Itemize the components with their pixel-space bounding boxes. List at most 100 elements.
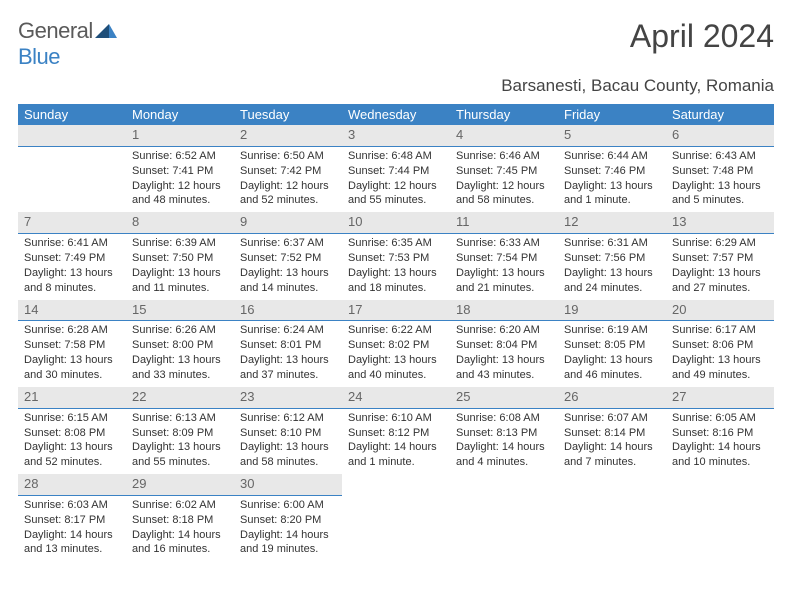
day-sunset: Sunset: 7:49 PM [24, 251, 120, 266]
day-daylight2: and 18 minutes. [348, 281, 444, 296]
day-details: Sunrise: 6:33 AMSunset: 7:54 PMDaylight:… [450, 234, 558, 299]
calendar-cell: 21Sunrise: 6:15 AMSunset: 8:08 PMDayligh… [18, 387, 126, 474]
calendar-cell [18, 125, 126, 212]
day-sunset: Sunset: 8:18 PM [132, 513, 228, 528]
calendar-cell: 27Sunrise: 6:05 AMSunset: 8:16 PMDayligh… [666, 387, 774, 474]
day-daylight1: Daylight: 14 hours [132, 528, 228, 543]
day-sunrise: Sunrise: 6:07 AM [564, 411, 660, 426]
calendar-cell [666, 474, 774, 561]
day-details: Sunrise: 6:22 AMSunset: 8:02 PMDaylight:… [342, 321, 450, 386]
day-number: 17 [342, 300, 450, 321]
day-sunset: Sunset: 8:13 PM [456, 426, 552, 441]
day-sunrise: Sunrise: 6:24 AM [240, 323, 336, 338]
day-sunrise: Sunrise: 6:17 AM [672, 323, 768, 338]
day-daylight1: Daylight: 13 hours [672, 266, 768, 281]
calendar-cell: 7Sunrise: 6:41 AMSunset: 7:49 PMDaylight… [18, 212, 126, 299]
calendar-cell: 18Sunrise: 6:20 AMSunset: 8:04 PMDayligh… [450, 300, 558, 387]
day-daylight2: and 52 minutes. [24, 455, 120, 470]
day-daylight2: and 14 minutes. [240, 281, 336, 296]
day-number: 4 [450, 125, 558, 146]
logo-word-2: Blue [18, 44, 60, 69]
day-sunset: Sunset: 8:08 PM [24, 426, 120, 441]
day-sunset: Sunset: 7:50 PM [132, 251, 228, 266]
day-sunrise: Sunrise: 6:19 AM [564, 323, 660, 338]
calendar-cell: 22Sunrise: 6:13 AMSunset: 8:09 PMDayligh… [126, 387, 234, 474]
day-daylight2: and 58 minutes. [240, 455, 336, 470]
day-details: Sunrise: 6:10 AMSunset: 8:12 PMDaylight:… [342, 409, 450, 474]
day-details: Sunrise: 6:44 AMSunset: 7:46 PMDaylight:… [558, 147, 666, 212]
day-number: 27 [666, 387, 774, 408]
calendar-cell: 3Sunrise: 6:48 AMSunset: 7:44 PMDaylight… [342, 125, 450, 212]
weekday-header: Saturday [666, 104, 774, 125]
day-daylight1: Daylight: 13 hours [672, 353, 768, 368]
day-daylight2: and 48 minutes. [132, 193, 228, 208]
calendar-cell: 19Sunrise: 6:19 AMSunset: 8:05 PMDayligh… [558, 300, 666, 387]
day-number: 30 [234, 474, 342, 495]
day-number: 18 [450, 300, 558, 321]
day-daylight2: and 49 minutes. [672, 368, 768, 383]
day-number: 3 [342, 125, 450, 146]
day-sunset: Sunset: 7:41 PM [132, 164, 228, 179]
day-daylight1: Daylight: 13 hours [348, 353, 444, 368]
day-details: Sunrise: 6:08 AMSunset: 8:13 PMDaylight:… [450, 409, 558, 474]
calendar-week-row: 14Sunrise: 6:28 AMSunset: 7:58 PMDayligh… [18, 300, 774, 387]
day-daylight2: and 11 minutes. [132, 281, 228, 296]
day-sunset: Sunset: 8:06 PM [672, 338, 768, 353]
day-daylight2: and 33 minutes. [132, 368, 228, 383]
day-daylight2: and 24 minutes. [564, 281, 660, 296]
day-daylight2: and 55 minutes. [132, 455, 228, 470]
weekday-header: Friday [558, 104, 666, 125]
day-daylight2: and 19 minutes. [240, 542, 336, 557]
day-number: 2 [234, 125, 342, 146]
day-sunset: Sunset: 7:44 PM [348, 164, 444, 179]
calendar-cell: 6Sunrise: 6:43 AMSunset: 7:48 PMDaylight… [666, 125, 774, 212]
calendar-cell: 1Sunrise: 6:52 AMSunset: 7:41 PMDaylight… [126, 125, 234, 212]
day-daylight1: Daylight: 14 hours [456, 440, 552, 455]
day-daylight1: Daylight: 13 hours [564, 353, 660, 368]
day-sunrise: Sunrise: 6:39 AM [132, 236, 228, 251]
day-sunrise: Sunrise: 6:13 AM [132, 411, 228, 426]
day-daylight1: Daylight: 13 hours [456, 266, 552, 281]
day-sunset: Sunset: 8:04 PM [456, 338, 552, 353]
day-details: Sunrise: 6:13 AMSunset: 8:09 PMDaylight:… [126, 409, 234, 474]
day-number: 9 [234, 212, 342, 233]
day-sunrise: Sunrise: 6:26 AM [132, 323, 228, 338]
day-details: Sunrise: 6:05 AMSunset: 8:16 PMDaylight:… [666, 409, 774, 474]
day-sunset: Sunset: 8:17 PM [24, 513, 120, 528]
day-number: 20 [666, 300, 774, 321]
day-details: Sunrise: 6:15 AMSunset: 8:08 PMDaylight:… [18, 409, 126, 474]
day-sunset: Sunset: 7:45 PM [456, 164, 552, 179]
weekday-header-row: Sunday Monday Tuesday Wednesday Thursday… [18, 104, 774, 125]
day-daylight2: and 43 minutes. [456, 368, 552, 383]
day-details: Sunrise: 6:39 AMSunset: 7:50 PMDaylight:… [126, 234, 234, 299]
day-daylight2: and 55 minutes. [348, 193, 444, 208]
day-sunrise: Sunrise: 6:29 AM [672, 236, 768, 251]
day-daylight2: and 13 minutes. [24, 542, 120, 557]
day-details: Sunrise: 6:46 AMSunset: 7:45 PMDaylight:… [450, 147, 558, 212]
day-sunset: Sunset: 7:53 PM [348, 251, 444, 266]
calendar-cell: 28Sunrise: 6:03 AMSunset: 8:17 PMDayligh… [18, 474, 126, 561]
calendar-cell: 24Sunrise: 6:10 AMSunset: 8:12 PMDayligh… [342, 387, 450, 474]
day-daylight1: Daylight: 13 hours [564, 179, 660, 194]
calendar-cell: 2Sunrise: 6:50 AMSunset: 7:42 PMDaylight… [234, 125, 342, 212]
calendar-cell: 30Sunrise: 6:00 AMSunset: 8:20 PMDayligh… [234, 474, 342, 561]
day-details: Sunrise: 6:00 AMSunset: 8:20 PMDaylight:… [234, 496, 342, 561]
day-details: Sunrise: 6:17 AMSunset: 8:06 PMDaylight:… [666, 321, 774, 386]
calendar-cell: 25Sunrise: 6:08 AMSunset: 8:13 PMDayligh… [450, 387, 558, 474]
day-sunrise: Sunrise: 6:28 AM [24, 323, 120, 338]
day-number: 19 [558, 300, 666, 321]
day-number: 24 [342, 387, 450, 408]
day-daylight2: and 4 minutes. [456, 455, 552, 470]
day-number: 1 [126, 125, 234, 146]
day-sunset: Sunset: 7:52 PM [240, 251, 336, 266]
day-daylight1: Daylight: 13 hours [24, 440, 120, 455]
day-sunrise: Sunrise: 6:10 AM [348, 411, 444, 426]
day-details: Sunrise: 6:02 AMSunset: 8:18 PMDaylight:… [126, 496, 234, 561]
day-sunset: Sunset: 8:16 PM [672, 426, 768, 441]
day-sunrise: Sunrise: 6:05 AM [672, 411, 768, 426]
day-details: Sunrise: 6:31 AMSunset: 7:56 PMDaylight:… [558, 234, 666, 299]
day-daylight1: Daylight: 13 hours [24, 353, 120, 368]
day-sunrise: Sunrise: 6:52 AM [132, 149, 228, 164]
day-daylight1: Daylight: 14 hours [240, 528, 336, 543]
day-daylight1: Daylight: 12 hours [240, 179, 336, 194]
